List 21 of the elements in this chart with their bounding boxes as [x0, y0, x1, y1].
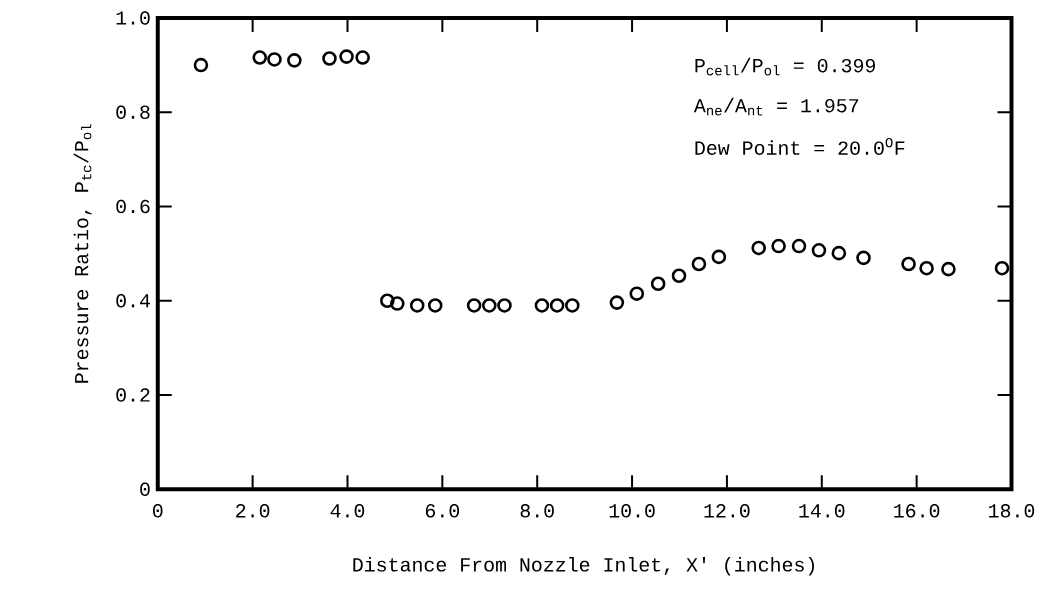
x-axis-title: Distance From Nozzle Inlet, X' (inches): [353, 556, 815, 576]
x-tick-label: 4.0: [330, 504, 365, 518]
x-tick-label: 12.0: [704, 504, 750, 518]
annotation: P$_{cell}$/P$_{ol}$ = 0.399: [695, 57, 875, 76]
annotation: Dew Point = 20.0$^{O}$F: [695, 137, 905, 155]
x-tick-label: 18.0: [989, 504, 1035, 518]
x-tick-label: 8.0: [520, 504, 554, 518]
y-tick-label: 0.4: [116, 293, 150, 308]
x-tick-label: 0: [153, 504, 163, 518]
y-tick-label: 1.0: [116, 11, 150, 25]
y-tick-label: 0.2: [116, 388, 150, 402]
annotation: A$_{ne}$/A$_{nt}$ = 1.957: [693, 97, 859, 116]
y-tick-label: 0.8: [116, 105, 150, 119]
y-axis-title: Pressure Ratio, P$_{tc}$/P$_{ol}$: [73, 124, 92, 383]
x-tick-label: 14.0: [799, 504, 845, 518]
y-tick-label: 0.6: [116, 199, 150, 214]
x-tick-label: 2.0: [236, 504, 270, 518]
y-tick-label: 0: [140, 482, 150, 496]
x-tick-label: 10.0: [609, 504, 655, 518]
x-tick-label: 6.0: [425, 504, 460, 518]
x-tick-label: 16.0: [894, 504, 940, 518]
